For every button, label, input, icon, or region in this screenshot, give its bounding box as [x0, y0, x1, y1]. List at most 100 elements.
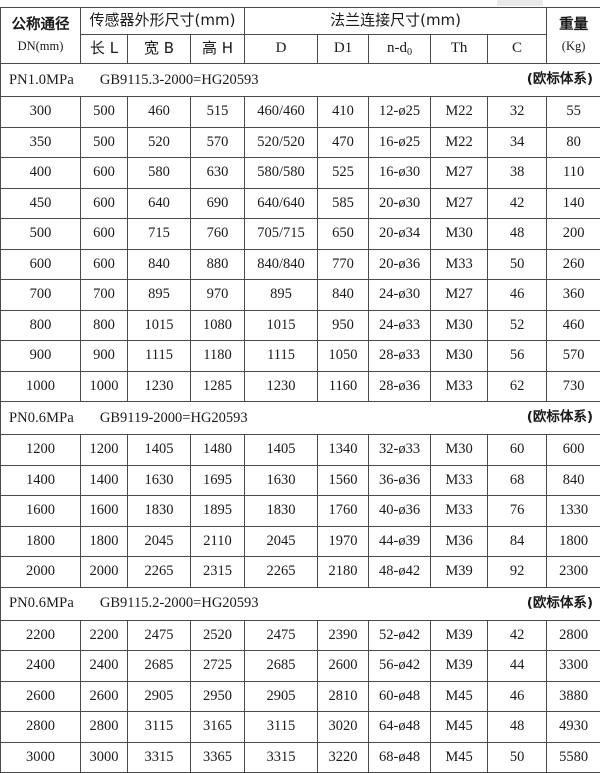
cell-dn: 450 — [1, 188, 81, 219]
cell-dn: 1000 — [1, 371, 81, 402]
cell-c: 46 — [488, 681, 547, 712]
section-standard-code: GB9119-2000=HG20593 — [100, 410, 248, 427]
cell-d1: 2390 — [318, 620, 369, 651]
cell-length: 1200 — [81, 435, 128, 466]
cell-width: 1115 — [128, 341, 191, 372]
cell-weight: 5580 — [547, 742, 600, 773]
cell-d: 2685 — [245, 651, 318, 682]
cell-length: 600 — [81, 158, 128, 189]
cell-width: 895 — [128, 280, 191, 311]
cell-th: M33 — [431, 371, 488, 402]
cell-th: M30 — [431, 310, 488, 341]
cell-dn: 900 — [1, 341, 81, 372]
cell-d1: 2810 — [318, 681, 369, 712]
cell-width: 460 — [128, 97, 191, 128]
header-weight: 重量 (Kg) — [547, 8, 600, 64]
cell-d1: 2180 — [318, 557, 369, 588]
table-header: 公称通径 DN(mm) 传感器外形尺寸(mm) 法兰连接尺寸(mm) 重量 (K… — [1, 8, 600, 64]
header-group-sensor-dimensions: 传感器外形尺寸(mm) — [81, 8, 245, 35]
cell-dn: 600 — [1, 249, 81, 280]
cell-c: 60 — [488, 435, 547, 466]
cell-th: M39 — [431, 651, 488, 682]
cell-length: 700 — [81, 280, 128, 311]
cell-d1: 840 — [318, 280, 369, 311]
cell-height: 630 — [191, 158, 245, 189]
cell-n-d0: 16-ø30 — [369, 158, 431, 189]
cell-d: 460/460 — [245, 97, 318, 128]
cell-d1: 950 — [318, 310, 369, 341]
cell-d: 1230 — [245, 371, 318, 402]
cell-height: 1895 — [191, 496, 245, 527]
cell-weight: 840 — [547, 465, 600, 496]
cell-height: 2725 — [191, 651, 245, 682]
cell-height: 2950 — [191, 681, 245, 712]
cell-weight: 2300 — [547, 557, 600, 588]
cell-th: M27 — [431, 158, 488, 189]
cell-c: 84 — [488, 526, 547, 557]
cell-d: 640/640 — [245, 188, 318, 219]
cell-width: 2475 — [128, 620, 191, 651]
cell-n-d0: 52-ø42 — [369, 620, 431, 651]
cell-c: 92 — [488, 557, 547, 588]
cell-width: 520 — [128, 127, 191, 158]
cell-width: 2265 — [128, 557, 191, 588]
cell-dn: 800 — [1, 310, 81, 341]
cell-weight: 55 — [547, 97, 600, 128]
cell-length: 900 — [81, 341, 128, 372]
cell-d: 1115 — [245, 341, 318, 372]
cell-length: 1400 — [81, 465, 128, 496]
cell-d: 705/715 — [245, 219, 318, 250]
cell-d: 2045 — [245, 526, 318, 557]
cell-n-d0: 60-ø48 — [369, 681, 431, 712]
header-row-subcolumns: 长 L 宽 B 高 H D D1 n-d0 Th C — [1, 35, 600, 64]
cell-length: 2000 — [81, 557, 128, 588]
cell-d1: 585 — [318, 188, 369, 219]
section-standard-code: GB9115.2-2000=HG20593 — [100, 595, 259, 612]
cell-d: 580/580 — [245, 158, 318, 189]
cell-height: 2110 — [191, 526, 245, 557]
cell-height: 2315 — [191, 557, 245, 588]
cell-d: 3115 — [245, 712, 318, 743]
cell-width: 1405 — [128, 435, 191, 466]
cell-d1: 1760 — [318, 496, 369, 527]
cell-c: 76 — [488, 496, 547, 527]
cell-dn: 1200 — [1, 435, 81, 466]
cell-n-d0: 56-ø42 — [369, 651, 431, 682]
cell-height: 1180 — [191, 341, 245, 372]
cell-n-d0: 64-ø48 — [369, 712, 431, 743]
cell-length: 1600 — [81, 496, 128, 527]
cell-n-d0: 68-ø48 — [369, 742, 431, 773]
header-n-d0-subscript: 0 — [407, 47, 412, 58]
cell-n-d0: 12-ø25 — [369, 97, 431, 128]
cell-n-d0: 20-ø30 — [369, 188, 431, 219]
header-col-length: 长 L — [81, 35, 128, 64]
cell-weight: 80 — [547, 127, 600, 158]
cell-d1: 770 — [318, 249, 369, 280]
cell-dn: 2600 — [1, 681, 81, 712]
cell-length: 600 — [81, 249, 128, 280]
cell-weight: 1330 — [547, 496, 600, 527]
cell-d1: 1160 — [318, 371, 369, 402]
cell-th: M33 — [431, 496, 488, 527]
cell-d: 1830 — [245, 496, 318, 527]
cell-d1: 1340 — [318, 435, 369, 466]
cell-height: 880 — [191, 249, 245, 280]
cell-c: 48 — [488, 712, 547, 743]
cell-length: 2200 — [81, 620, 128, 651]
cell-length: 600 — [81, 188, 128, 219]
header-dn-line1: 公称通径 — [12, 17, 70, 34]
cell-dn: 2200 — [1, 620, 81, 651]
cell-length: 500 — [81, 127, 128, 158]
cell-th: M36 — [431, 526, 488, 557]
section-standard-system-note: (欧标体系) — [527, 72, 593, 88]
cell-weight: 140 — [547, 188, 600, 219]
cell-width: 2685 — [128, 651, 191, 682]
cell-c: 44 — [488, 651, 547, 682]
